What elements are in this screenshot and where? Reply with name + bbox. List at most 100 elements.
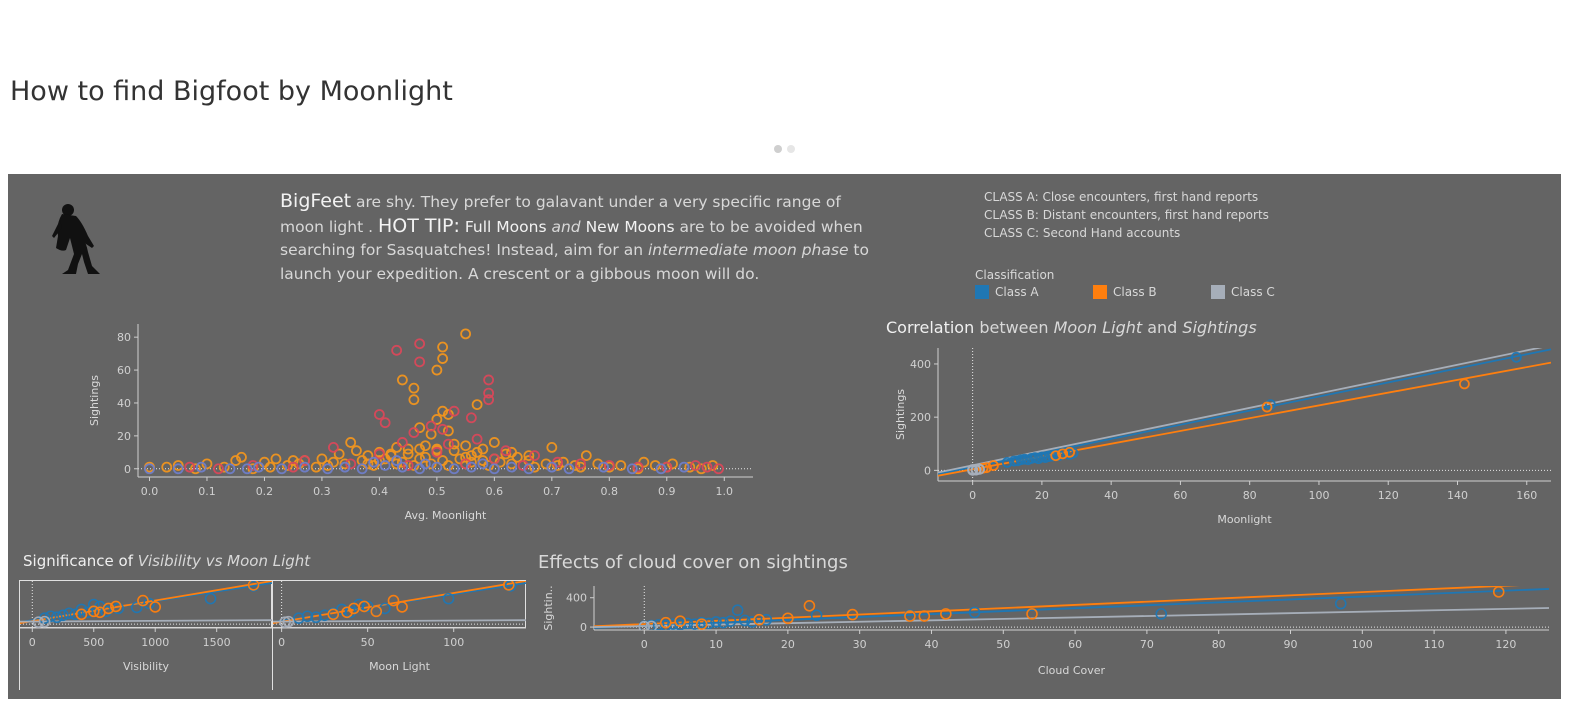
intro-new-moons: New Moons (585, 217, 675, 236)
data-point (236, 451, 247, 463)
data-point (1064, 446, 1076, 458)
x-tick-label: 0 (29, 636, 36, 649)
data-point (703, 617, 715, 630)
data-point (431, 446, 443, 458)
story-nav-dots[interactable] (774, 138, 800, 157)
intro-text-3: to launch your expedition. A crescent or… (280, 241, 869, 283)
data-point (351, 445, 362, 457)
x-tick-label: 60 (1068, 638, 1082, 651)
cloud-cover-chart[interactable]: 0 10 20 30 40 50 60 70 80 90 100 110 120 0 400 Cloud Co… (538, 580, 1553, 690)
data-point (356, 463, 368, 475)
legend-swatch-a (975, 285, 989, 299)
y-tick-label: 60 (117, 364, 131, 377)
data-point (81, 606, 94, 619)
x-tick-label: 0.3 (313, 485, 331, 498)
data-point (172, 460, 184, 471)
x-axis-title: Moonlight (1217, 513, 1272, 526)
data-point (396, 437, 408, 448)
data-point (918, 610, 931, 622)
data-point (442, 409, 454, 420)
x-tick-label: 0.4 (371, 485, 389, 498)
data-point (402, 460, 414, 471)
data-point (87, 605, 100, 618)
visibility-chart[interactable]: 0 500 1000 1500 Visibility (19, 580, 274, 690)
data-point (649, 460, 661, 471)
x-tick-label: 50 (996, 638, 1010, 651)
legend-item-class-b[interactable]: Class B (1093, 285, 1211, 299)
x-tick-label: 110 (1424, 638, 1445, 651)
data-point (695, 463, 707, 475)
data-point (1008, 455, 1020, 467)
data-point (374, 448, 385, 460)
page-title: How to find Bigfoot by Moonlight (10, 76, 453, 107)
data-point (477, 443, 489, 455)
intro-text-1: are shy. They prefer to galavant under a… (280, 193, 841, 236)
y-axis-title: Sightin.. (542, 585, 555, 630)
significance-title: Significance of Visibility vs Moon Light (23, 552, 310, 570)
data-point (310, 461, 322, 473)
legend-swatch-b (1093, 285, 1107, 299)
data-point (425, 458, 437, 470)
data-point (327, 608, 340, 621)
story-dot-1[interactable] (774, 145, 782, 153)
legend-item-class-a[interactable]: Class A (975, 285, 1093, 299)
moonlight-small-chart[interactable]: 0 50 100 Moon Light (272, 580, 528, 690)
data-point (580, 450, 592, 462)
legend-label-b: Class B (1113, 285, 1157, 299)
data-point (724, 615, 737, 628)
x-tick-label: 80 (1212, 638, 1226, 651)
data-point (684, 461, 696, 473)
classification-legend: Classification Class A Class B Class C (975, 268, 1329, 299)
data-point (361, 600, 374, 613)
data-point (425, 420, 437, 432)
y-tick-label: 20 (117, 430, 131, 443)
data-point (471, 433, 483, 445)
correlation-chart[interactable]: 0 20 40 60 80 100 120 140 160 0 200 400 Moonlight Sig… (886, 342, 1556, 534)
data-point (218, 461, 230, 473)
intro-bigfeet: BigFeet (280, 190, 352, 212)
data-point (339, 458, 351, 470)
data-point (259, 456, 270, 468)
legend-item-class-c[interactable]: Class C (1211, 285, 1329, 299)
data-point (299, 455, 311, 466)
data-point (414, 422, 426, 434)
trend-line (594, 607, 1549, 628)
data-point (414, 453, 426, 465)
data-point (731, 604, 744, 617)
x-tick-label: 0 (278, 636, 285, 649)
data-point (471, 399, 483, 411)
data-point (598, 461, 609, 473)
data-point (782, 612, 794, 625)
data-point (494, 456, 506, 468)
class-a-desc: CLASS A: Close encounters, first hand re… (984, 190, 1259, 204)
cloud-title: Effects of cloud cover on sightings (538, 552, 848, 573)
data-point (529, 450, 540, 462)
data-point (632, 461, 644, 473)
data-point (465, 412, 477, 424)
data-point (970, 464, 982, 476)
story-dot-2[interactable] (787, 145, 795, 153)
data-point (483, 394, 495, 406)
x-tick-label: 30 (853, 638, 867, 651)
x-tick-label: 70 (1140, 638, 1154, 651)
data-point (1026, 608, 1038, 620)
x-tick-label: 0.9 (658, 485, 676, 498)
data-point (370, 605, 383, 618)
data-point (678, 461, 690, 473)
intro-phase: intermediate moon phase (647, 241, 849, 259)
data-point (465, 456, 477, 468)
data-point (904, 610, 916, 622)
data-point (100, 605, 112, 618)
data-point (75, 608, 88, 621)
data-point (38, 615, 51, 628)
data-point (1459, 378, 1470, 390)
data-point (230, 455, 242, 466)
data-point (569, 460, 581, 471)
y-tick-label: 200 (910, 411, 931, 424)
intro-and: and (551, 217, 581, 236)
data-point (149, 601, 162, 613)
class-c-desc: CLASS C: Second Hand accounts (984, 226, 1181, 240)
moonlight-scatter-chart[interactable]: 0.0 0.1 0.2 0.3 0.4 0.5 0.6 0.7 0.8 0.9 1.0 0 20 40 60… (78, 314, 778, 534)
data-point (396, 374, 408, 386)
data-point (968, 606, 981, 619)
